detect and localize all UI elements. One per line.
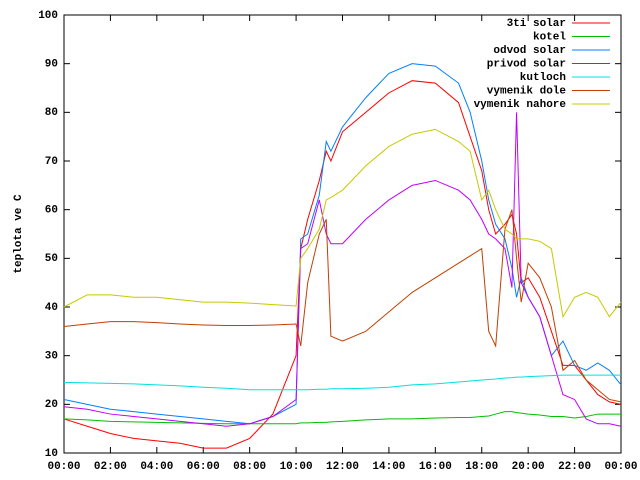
legend-label: vymenik nahore xyxy=(474,99,567,111)
y-tick-label: 30 xyxy=(45,351,58,363)
x-tick-label: 18:00 xyxy=(465,461,498,473)
series-line xyxy=(63,411,621,425)
y-axis-label: teplota ve C xyxy=(13,194,25,274)
x-tick-label: 14:00 xyxy=(372,461,405,473)
series-line xyxy=(63,128,622,319)
y-tick-label: 10 xyxy=(45,448,58,460)
series-line xyxy=(63,112,622,427)
y-tick-label: 50 xyxy=(45,253,58,265)
series-line xyxy=(63,80,622,449)
x-tick-label: 12:00 xyxy=(326,461,359,473)
x-tick-label: 10:00 xyxy=(280,461,313,473)
x-tick-label: 06:00 xyxy=(187,461,220,473)
legend-label: odvod solar xyxy=(493,45,566,57)
y-tick-label: 90 xyxy=(45,59,58,71)
y-tick-label: 60 xyxy=(45,205,58,217)
x-tick-label: 00:00 xyxy=(604,461,637,473)
legend-label: 3ti solar xyxy=(507,18,566,30)
x-tick-label: 02:00 xyxy=(94,461,127,473)
y-tick-label: 40 xyxy=(45,302,58,314)
legend-label: kutloch xyxy=(520,72,566,84)
y-tick-label: 70 xyxy=(45,156,58,168)
y-tick-label: 20 xyxy=(45,399,58,411)
x-tick-label: 00:00 xyxy=(47,461,80,473)
series-line xyxy=(63,209,622,403)
legend-label: vymenik dole xyxy=(487,85,567,97)
x-tick-label: 08:00 xyxy=(233,461,266,473)
x-tick-label: 16:00 xyxy=(419,461,452,473)
x-tick-label: 04:00 xyxy=(140,461,173,473)
series-line xyxy=(63,374,621,391)
legend-label: kotel xyxy=(533,31,566,43)
y-tick-label: 100 xyxy=(38,10,58,22)
x-tick-label: 22:00 xyxy=(558,461,591,473)
legend-label: privod solar xyxy=(487,58,566,70)
y-tick-label: 80 xyxy=(45,107,58,119)
x-tick-label: 20:00 xyxy=(512,461,545,473)
